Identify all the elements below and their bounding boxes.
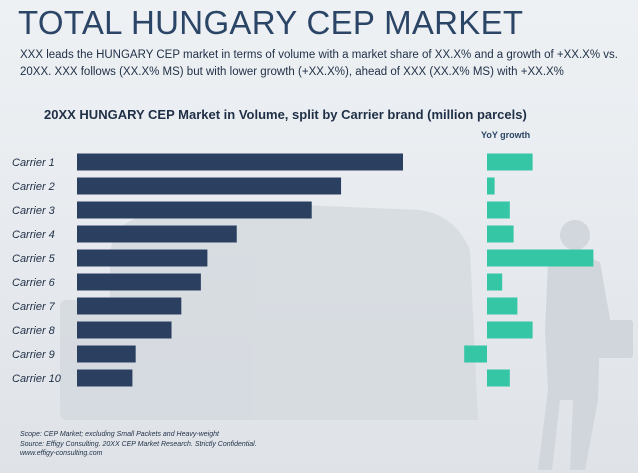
category-label: Carrier 7 xyxy=(12,301,56,313)
footnote-source: Source: Effigy Consulting. 20XX CEP Mark… xyxy=(20,440,257,448)
category-label: Carrier 3 xyxy=(12,205,56,217)
volume-bar xyxy=(77,153,403,171)
growth-bar xyxy=(487,369,510,387)
category-label: Carrier 1 xyxy=(12,157,55,169)
chart-title: 20XX HUNGARY CEP Market in Volume, split… xyxy=(44,107,527,122)
volume-bar xyxy=(77,321,172,339)
volume-bar xyxy=(77,177,342,195)
category-label: Carrier 4 xyxy=(12,229,55,241)
category-label: Carrier 5 xyxy=(12,253,56,265)
growth-bar xyxy=(487,153,533,171)
growth-bar xyxy=(487,249,594,267)
growth-bar xyxy=(487,321,533,339)
volume-bar xyxy=(77,369,133,387)
volume-bar xyxy=(77,273,201,291)
volume-bar xyxy=(77,249,208,267)
volume-bar xyxy=(77,225,237,243)
footnote-website: www.effigy-consulting.com xyxy=(20,450,103,457)
footnote-scope: Scope: CEP Market; excluding Small Packe… xyxy=(20,431,219,438)
growth-bar xyxy=(487,201,510,219)
volume-bar xyxy=(77,345,136,363)
growth-bar xyxy=(487,273,503,291)
growth-bar xyxy=(487,177,495,195)
page-title: TOTAL HUNGARY CEP MARKET xyxy=(18,4,524,41)
volume-bar xyxy=(77,297,182,315)
category-label: Carrier 2 xyxy=(12,181,55,193)
category-label: Carrier 8 xyxy=(12,325,56,337)
category-label: Carrier 10 xyxy=(12,373,62,385)
volume-bar xyxy=(77,201,312,219)
growth-bar xyxy=(487,225,514,243)
footnotes: Scope: CEP Market; excluding Small Packe… xyxy=(20,430,257,459)
growth-bar xyxy=(487,297,518,315)
category-label: Carrier 6 xyxy=(12,277,56,289)
growth-column-header: YoY growth xyxy=(481,130,531,140)
category-label: Carrier 9 xyxy=(12,349,55,361)
page-subtitle: XXX leads the HUNGARY CEP market in term… xyxy=(20,49,618,78)
growth-bar xyxy=(464,345,487,363)
